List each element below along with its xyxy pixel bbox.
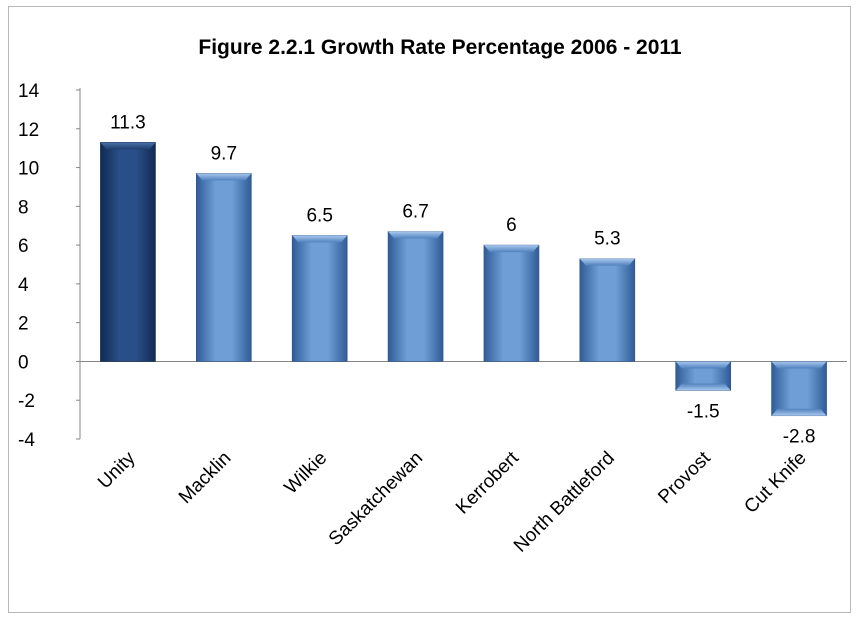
category-label: Saskatchewan <box>325 448 427 550</box>
bar-cap <box>292 235 348 243</box>
bar-chart: Figure 2.2.1 Growth Rate Percentage 2006… <box>18 36 847 557</box>
value-label: 5.3 <box>594 229 620 250</box>
chart-title: Figure 2.2.1 Growth Rate Percentage 2006… <box>198 36 682 59</box>
bar-body <box>196 173 252 362</box>
bar-cap-top <box>675 361 731 369</box>
bar-cap-top <box>771 361 827 369</box>
bar-body <box>387 231 444 362</box>
bar-cap <box>771 408 827 416</box>
bar-body <box>771 361 827 417</box>
value-label: 11.3 <box>110 112 146 133</box>
category-label: Wilkie <box>281 448 332 499</box>
bar-cap <box>675 383 731 391</box>
y-tick-label: 4 <box>18 275 29 296</box>
category-label: Macklin <box>175 448 235 508</box>
value-label: -2.8 <box>783 427 816 448</box>
y-tick-label: 12 <box>18 120 39 141</box>
bar-cap <box>579 258 635 266</box>
value-labels: 11.3 9.7 6.5 6.7 6 5.3 -1.5 -2.8 <box>110 112 815 447</box>
bar-body <box>579 258 636 362</box>
bar-cap <box>483 245 539 253</box>
bar-cap <box>100 142 156 150</box>
bar-cut-knife <box>771 361 827 417</box>
y-tick-label: 10 <box>18 159 39 180</box>
category-label: Provost <box>654 447 715 508</box>
value-label: 9.7 <box>211 143 237 164</box>
bar-cap <box>196 173 252 181</box>
bar-cap <box>388 231 444 239</box>
value-label: 6.7 <box>402 202 428 223</box>
y-tick-label: 8 <box>18 197 29 218</box>
category-label: Kerrobert <box>452 447 523 518</box>
value-label: 6.5 <box>306 205 332 226</box>
bar-macklin <box>196 173 252 362</box>
y-tick-label: 14 <box>18 81 40 102</box>
bar-north-battleford <box>579 258 636 362</box>
chart-frame: Figure 2.2.1 Growth Rate Percentage 2006… <box>8 6 851 613</box>
bar-provost <box>675 361 731 391</box>
y-tick-label: 2 <box>18 314 29 335</box>
y-axis-ticks: 14 12 10 8 6 4 2 0 -2 -4 <box>18 81 80 451</box>
bar-body <box>100 142 156 362</box>
category-label: Cut Knife <box>740 448 810 518</box>
y-tick-label: -4 <box>18 430 35 451</box>
value-label: 6 <box>506 215 517 236</box>
bar-body <box>291 235 348 362</box>
bar-unity <box>100 142 156 362</box>
bar-saskatchewan <box>387 231 444 362</box>
y-tick-label: 6 <box>18 236 29 257</box>
bar-kerrobert <box>483 244 540 362</box>
category-label: North Battleford <box>510 448 619 557</box>
bar-body <box>483 244 540 362</box>
y-tick-label: -2 <box>18 391 35 412</box>
axes <box>79 88 847 439</box>
bars <box>100 142 827 417</box>
bar-wilkie <box>291 235 348 362</box>
y-tick-label: 0 <box>18 352 29 373</box>
category-label: Unity <box>94 447 140 493</box>
value-label: -1.5 <box>687 402 720 423</box>
